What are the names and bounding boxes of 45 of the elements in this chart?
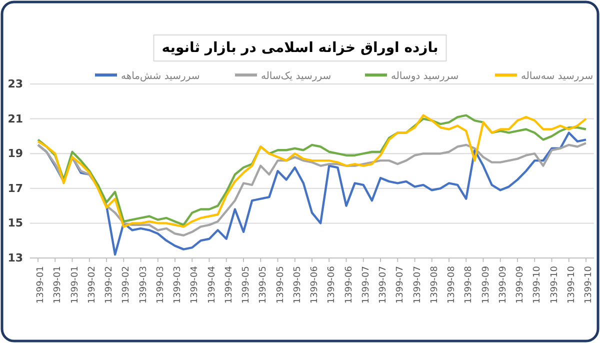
x-tick-label: 1399-06 bbox=[344, 266, 354, 304]
x-tick-label: 1399-06 bbox=[310, 266, 320, 304]
x-tick-label: 1399-06 bbox=[327, 266, 338, 304]
x-tick-label: 1399-02 bbox=[104, 266, 114, 304]
x-tick-label: 1399-08 bbox=[430, 266, 440, 304]
x-tick-label: 1399-09 bbox=[516, 266, 526, 304]
x-tick-label: 1399-03 bbox=[138, 266, 149, 304]
y-tick-label: 15 bbox=[8, 216, 23, 230]
legend-label: سررسید شش‌ماهه bbox=[121, 71, 200, 82]
x-tick-label: 1399-07 bbox=[396, 266, 406, 304]
x-tick-label: 1399-08 bbox=[447, 266, 457, 304]
x-tick-label: 1399-01 bbox=[36, 266, 46, 304]
x-tick-label: 1399-07 bbox=[412, 266, 423, 304]
x-tick-label: 1399-05 bbox=[258, 266, 269, 304]
y-tick-label: 13 bbox=[8, 252, 23, 265]
x-tick-label: 1399-10 bbox=[550, 266, 560, 304]
x-tick-label: 1399-10 bbox=[584, 266, 594, 304]
y-tick-label: 17 bbox=[8, 182, 23, 195]
y-tick-label: 21 bbox=[8, 112, 23, 126]
chart-title: بازده اوراق خزانه اسلامی در بازار ثانویه bbox=[162, 40, 438, 56]
x-tick-label: 1399-10 bbox=[566, 266, 577, 304]
x-tick-label: 1399-04 bbox=[224, 266, 234, 304]
x-tick-label: 1399-01 bbox=[53, 266, 64, 304]
y-tick-label: 23 bbox=[8, 78, 23, 91]
x-tick-label: 1399-09 bbox=[481, 266, 492, 304]
line-series bbox=[36, 142, 588, 236]
x-tick-label: 1399-05 bbox=[242, 266, 252, 304]
x-tick-label: 1399-10 bbox=[532, 266, 543, 304]
x-tick-label: 1399-07 bbox=[361, 266, 372, 304]
legend-label: سررسید دوساله bbox=[391, 71, 459, 82]
x-tick-label: 1399-01 bbox=[70, 266, 80, 304]
x-tick-label: 1399-09 bbox=[498, 266, 508, 304]
x-tick-label: 1399-03 bbox=[173, 266, 183, 304]
x-tick-label: 1399-05 bbox=[292, 266, 303, 304]
x-tick-label: 1399-04 bbox=[190, 266, 200, 304]
legend-label: سررسید یک‌ساله bbox=[261, 71, 332, 82]
x-tick-label: 1399-02 bbox=[122, 266, 132, 304]
y-tick-label: 19 bbox=[8, 147, 23, 160]
x-tick-label: 1399-05 bbox=[276, 266, 286, 304]
x-tick-label: 1399-07 bbox=[378, 266, 388, 304]
x-tick-label: 1399-04 bbox=[207, 266, 218, 304]
x-tick-label: 1399-03 bbox=[156, 266, 166, 304]
x-tick-label: 1399-08 bbox=[464, 266, 474, 304]
x-tick-label: 1399-02 bbox=[87, 266, 98, 304]
legend-label: سررسید سه‌ساله bbox=[521, 71, 594, 82]
